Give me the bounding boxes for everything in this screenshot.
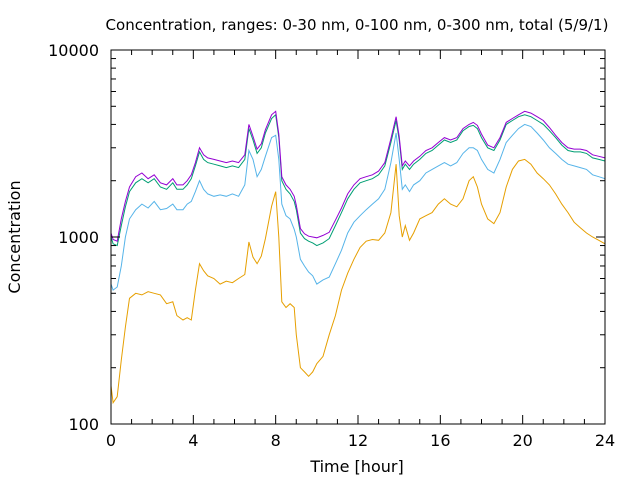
y-axis-label: Concentration (5, 180, 24, 293)
x-tick-label: 4 (188, 431, 198, 450)
chart-title: Concentration, ranges: 0-30 nm, 0-100 nm… (106, 16, 609, 34)
tick-layer: 0 4 8 12 16 20 24 100 1000 10000 (48, 41, 615, 450)
y-tick-label: 100 (68, 415, 99, 434)
x-tick-label: 24 (595, 431, 615, 450)
series-line-4 (110, 110, 606, 242)
x-tick-label: 20 (512, 431, 532, 450)
series-line-1 (110, 158, 606, 405)
series-layer (110, 110, 606, 405)
plot-frame (110, 49, 606, 425)
x-tick-label: 0 (106, 431, 116, 450)
series-line-2 (110, 123, 606, 291)
x-tick-label: 16 (430, 431, 450, 450)
x-axis-label: Time [hour] (309, 457, 403, 476)
x-tick-label: 8 (271, 431, 281, 450)
x-tick-label: 12 (348, 431, 368, 450)
y-tick-label: 10000 (48, 41, 99, 60)
series-line-3 (110, 113, 606, 247)
y-tick-label: 1000 (58, 228, 99, 247)
